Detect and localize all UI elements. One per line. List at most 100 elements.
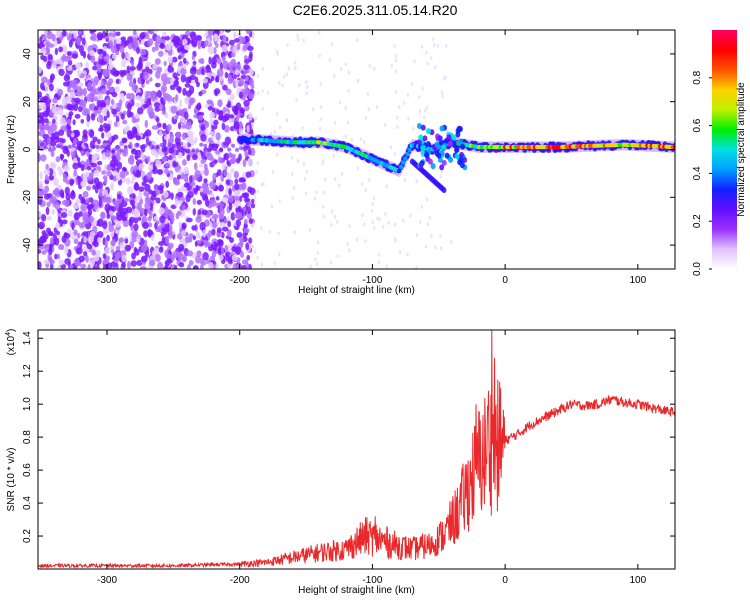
heatmap-cell: [71, 143, 76, 148]
y-tick-label: 20: [22, 96, 33, 108]
heatmap-cell: [168, 230, 174, 239]
heatmap-cell: [132, 37, 138, 46]
heatmap-cell: [202, 195, 209, 201]
heatmap-cell: [186, 130, 194, 137]
heatmap-cell: [192, 60, 197, 66]
x-tick-label: -100: [362, 575, 382, 586]
heatmap-cell: [204, 40, 209, 47]
heatmap-cell: [319, 105, 323, 110]
heatmap-cell: [432, 42, 436, 47]
heatmap-cell: [227, 256, 232, 264]
heatmap-cell: [394, 68, 398, 73]
heatmap-cell: [67, 85, 71, 93]
heatmap-cell: [199, 187, 204, 193]
heatmap-cell: [102, 221, 108, 230]
heatmap-cell: [231, 143, 236, 148]
heatmap-cell: [309, 264, 312, 269]
heatmap-cell: [113, 121, 118, 127]
heatmap-cell: [88, 215, 95, 223]
heatmap-cell: [235, 79, 239, 88]
heatmap-cell: [230, 168, 235, 174]
heatmap-cell: [254, 92, 257, 97]
heatmap-cell: [318, 53, 321, 58]
heatmap-cell: [142, 71, 149, 81]
heatmap-cell: [407, 116, 410, 121]
heatmap-cell: [38, 153, 41, 162]
heatmap-cell: [189, 67, 197, 75]
heatmap-cell: [243, 146, 248, 151]
y-tick-label: 0.4: [22, 496, 33, 510]
heatmap-cell: [64, 198, 70, 208]
heatmap-cell: [172, 35, 180, 44]
heatmap-cell: [426, 61, 429, 66]
heatmap-cell: [202, 78, 208, 84]
heatmap-cell: [115, 70, 120, 76]
heatmap-cell: [213, 37, 219, 42]
heatmap-cell: [65, 192, 71, 201]
heatmap-cell: [38, 212, 43, 218]
heatmap-cell: [318, 30, 321, 35]
heatmap-cell: [222, 34, 227, 43]
heatmap-cell: [256, 189, 259, 194]
heatmap-cell: [107, 148, 112, 153]
heatmap-cell: [150, 149, 157, 156]
heatmap-cell: [417, 95, 421, 100]
heatmap-cell: [229, 126, 235, 132]
heatmap-cell: [331, 209, 334, 214]
heatmap-cell: [42, 96, 49, 101]
heatmap-cell: [151, 94, 155, 102]
heatmap-cell: [48, 247, 53, 255]
heatmap-cell: [96, 231, 104, 239]
heatmap-cell: [46, 201, 51, 208]
heatmap-cell: [40, 103, 47, 111]
heatmap-cell: [145, 94, 149, 100]
heatmap-cell: [174, 136, 181, 145]
heatmap-cell: [221, 161, 226, 171]
heatmap-cell: [221, 44, 228, 53]
heatmap-cell: [158, 50, 164, 57]
heatmap-cell: [174, 115, 179, 120]
heatmap-cell: [278, 125, 282, 130]
heatmap-cell: [199, 264, 204, 269]
heatmap-cell: [49, 237, 54, 245]
heatmap-cell: [85, 158, 90, 167]
heatmap-cell: [63, 232, 71, 239]
heatmap-cell: [95, 263, 100, 269]
heatmap-cell: [416, 123, 422, 130]
heatmap-cell: [160, 231, 165, 238]
heatmap-cell: [108, 221, 112, 227]
heatmap-cell: [118, 92, 124, 98]
heatmap-cell: [457, 126, 463, 133]
heatmap-cell: [99, 145, 104, 150]
heatmap-cell: [319, 81, 322, 86]
heatmap-cell: [97, 237, 102, 244]
heatmap-cell: [425, 50, 428, 55]
heatmap-cell: [89, 129, 95, 139]
heatmap-cell: [297, 37, 300, 42]
heatmap-cell: [77, 176, 81, 185]
heatmap-cell: [81, 196, 86, 204]
heatmap-cell: [51, 146, 56, 151]
heatmap-cell: [168, 211, 175, 219]
heatmap-cell: [126, 92, 132, 100]
heatmap-cell: [249, 68, 254, 77]
heatmap-cell: [198, 66, 203, 75]
heatmap-cell: [139, 265, 147, 269]
heatmap-cell: [155, 145, 160, 150]
heatmap-cell: [234, 195, 240, 201]
heatmap-cell: [306, 84, 309, 89]
heatmap-cell: [98, 73, 102, 80]
heatmap-cell: [285, 118, 289, 123]
heatmap-cell: [248, 93, 255, 100]
heatmap-cell: [420, 145, 426, 152]
heatmap-cell: [181, 222, 187, 230]
heatmap-cell: [224, 72, 229, 79]
heatmap-cell: [121, 59, 127, 68]
heatmap-cell: [86, 93, 93, 102]
heatmap-cell: [61, 138, 66, 144]
heatmap-cell: [162, 87, 166, 96]
heatmap-cell: [81, 109, 89, 116]
heatmap-cell: [107, 83, 111, 90]
heatmap-cell: [202, 252, 209, 261]
heatmap-cell: [248, 218, 254, 224]
